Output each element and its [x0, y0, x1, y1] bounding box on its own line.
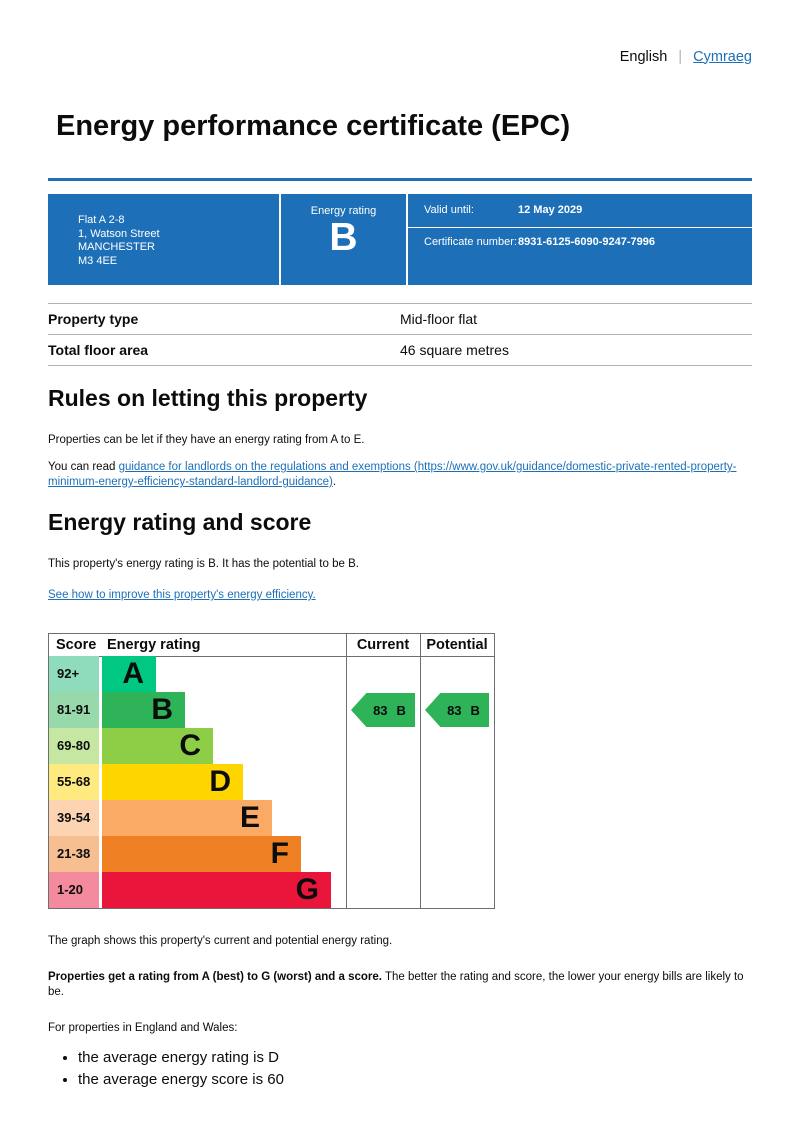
- rules-p2-suffix: .: [332, 476, 337, 488]
- band-bar-f: F: [102, 836, 301, 872]
- band-letter: A: [122, 657, 144, 690]
- band-bar-b: B: [102, 692, 185, 728]
- address-line-2: 1, Watson Street: [78, 227, 160, 240]
- epc-band-row-d: 55-68 D: [49, 764, 346, 800]
- banner-horizontal-divider: [408, 227, 752, 228]
- band-letter: G: [295, 873, 319, 906]
- summary-banner: Flat A 2-8 1, Watson Street MANCHESTER M…: [48, 194, 752, 285]
- rating-heading: Energy rating and score: [48, 509, 312, 535]
- improve-efficiency-link[interactable]: See how to improve this property's energ…: [48, 589, 316, 601]
- address-line-1: Flat A 2-8: [78, 214, 125, 226]
- rules-paragraph-1: Properties can be let if they have an en…: [48, 434, 365, 446]
- address-line-4: M3 4EE: [78, 254, 118, 267]
- table-row-floor-area: Total floor area 46 square metres: [48, 334, 752, 366]
- epc-band-row-e: 39-54 E: [49, 800, 346, 836]
- current-score: 83: [373, 702, 388, 718]
- chart-header-potential: Potential: [426, 637, 488, 653]
- landlord-guidance-link[interactable]: guidance for landlords on the regulation…: [48, 461, 737, 488]
- band-letter: C: [179, 729, 201, 762]
- chart-column-divider-2: [420, 634, 421, 908]
- band-letter: F: [270, 837, 289, 870]
- band-bar-a: A: [102, 656, 156, 692]
- table-row-property-type: Property type Mid-floor flat: [48, 303, 752, 334]
- property-type-value: Mid-floor flat: [400, 311, 478, 327]
- language-divider: |: [678, 48, 683, 65]
- band-bar-g: G: [102, 872, 331, 908]
- region-averages-list: the average energy rating is D the avera…: [48, 1050, 752, 1088]
- chart-header-score: Score: [56, 637, 97, 653]
- rating-note: Properties get a rating from A (best) to…: [48, 970, 752, 1000]
- epc-band-row-g: 1-20 G: [49, 872, 346, 908]
- floor-area-label: Total floor area: [48, 342, 149, 358]
- epc-band-row-a: 92+ A: [49, 656, 346, 692]
- band-score-range: 21-38: [49, 836, 99, 872]
- energy-rating-label: Energy rating: [310, 205, 377, 217]
- potential-score: 83: [447, 702, 462, 718]
- valid-until-row: Valid until: 12 May 2029: [408, 194, 752, 227]
- certificate-number-row: Certificate number: 8931-6125-6090-9247-…: [408, 228, 752, 285]
- band-score-range: 55-68: [49, 764, 99, 800]
- rules-heading: Rules on letting this property: [48, 385, 368, 411]
- band-letter: B: [151, 693, 173, 726]
- current-rating-arrow: 83 B: [351, 693, 415, 727]
- epc-band-row-f: 21-38 F: [49, 836, 346, 872]
- banner-divider-1: [279, 194, 281, 285]
- valid-until-label: Valid until:: [424, 204, 474, 216]
- energy-rating-value: B: [329, 216, 358, 259]
- language-link-cymraeg[interactable]: Cymraeg: [693, 48, 752, 65]
- rules-paragraph-2: You can read guidance for landlords on t…: [48, 460, 752, 490]
- band-score-range: 69-80: [49, 728, 99, 764]
- band-letter: E: [239, 801, 260, 834]
- band-score-range: 39-54: [49, 800, 99, 836]
- potential-band: B: [470, 702, 480, 718]
- banner-rating-block: Energy rating B: [281, 194, 406, 285]
- band-score-range: 81-91: [49, 692, 99, 728]
- chart-header-current: Current: [356, 637, 410, 653]
- language-bar: English | Cymraeg: [48, 0, 752, 65]
- page-content: English | Cymraeg Energy performance cer…: [0, 0, 800, 1088]
- band-letter: D: [209, 765, 231, 798]
- address-line-3: MANCHESTER: [78, 241, 156, 253]
- current-band: B: [396, 702, 406, 718]
- property-type-label: Property type: [48, 311, 139, 327]
- banner-divider-2: [406, 194, 408, 285]
- certificate-number-label: Certificate number:: [424, 236, 517, 248]
- valid-until-value: 12 May 2029: [518, 204, 583, 216]
- floor-area-value: 46 square metres: [400, 342, 509, 358]
- list-item-average-score: the average energy score is 60: [78, 1072, 752, 1088]
- potential-rating-arrow: 83 B: [425, 693, 489, 727]
- band-score-range: 92+: [49, 656, 99, 692]
- rating-paragraph: This property's energy rating is B. It h…: [48, 558, 359, 570]
- chart-header-energy-rating: Energy rating: [107, 637, 201, 653]
- epc-rating-chart: Score Energy rating Current Potential 92…: [48, 633, 495, 909]
- banner-validity-block: Valid until: 12 May 2029 Certificate num…: [408, 194, 752, 285]
- band-bar-d: D: [102, 764, 243, 800]
- band-bar-c: C: [102, 728, 213, 764]
- rules-p2-prefix: You can read: [48, 461, 119, 473]
- rating-note-bold: Properties get a rating from A (best) to…: [48, 971, 382, 983]
- certificate-number-value: 8931-6125-6090-9247-7996: [518, 236, 656, 248]
- rating-note-rest: The better the rating and score, the low…: [48, 971, 744, 998]
- property-address: Flat A 2-8 1, Watson Street MANCHESTER M…: [48, 194, 279, 285]
- page-title: Energy performance certificate (EPC): [56, 110, 571, 142]
- epc-band-row-b: 81-91 B: [49, 692, 346, 728]
- region-intro: For properties in England and Wales:: [48, 1022, 238, 1034]
- property-summary-table: Property type Mid-floor flat Total floor…: [48, 303, 752, 366]
- band-score-range: 1-20: [49, 872, 99, 908]
- chart-header-underline: [49, 656, 494, 657]
- band-bar-e: E: [102, 800, 272, 836]
- language-current: English: [619, 48, 668, 65]
- list-item-average-rating: the average energy rating is D: [78, 1050, 752, 1066]
- chart-caption: The graph shows this property's current …: [48, 935, 393, 947]
- chart-column-divider-1: [346, 634, 347, 908]
- epc-band-row-c: 69-80 C: [49, 728, 346, 764]
- title-rule: [48, 178, 752, 181]
